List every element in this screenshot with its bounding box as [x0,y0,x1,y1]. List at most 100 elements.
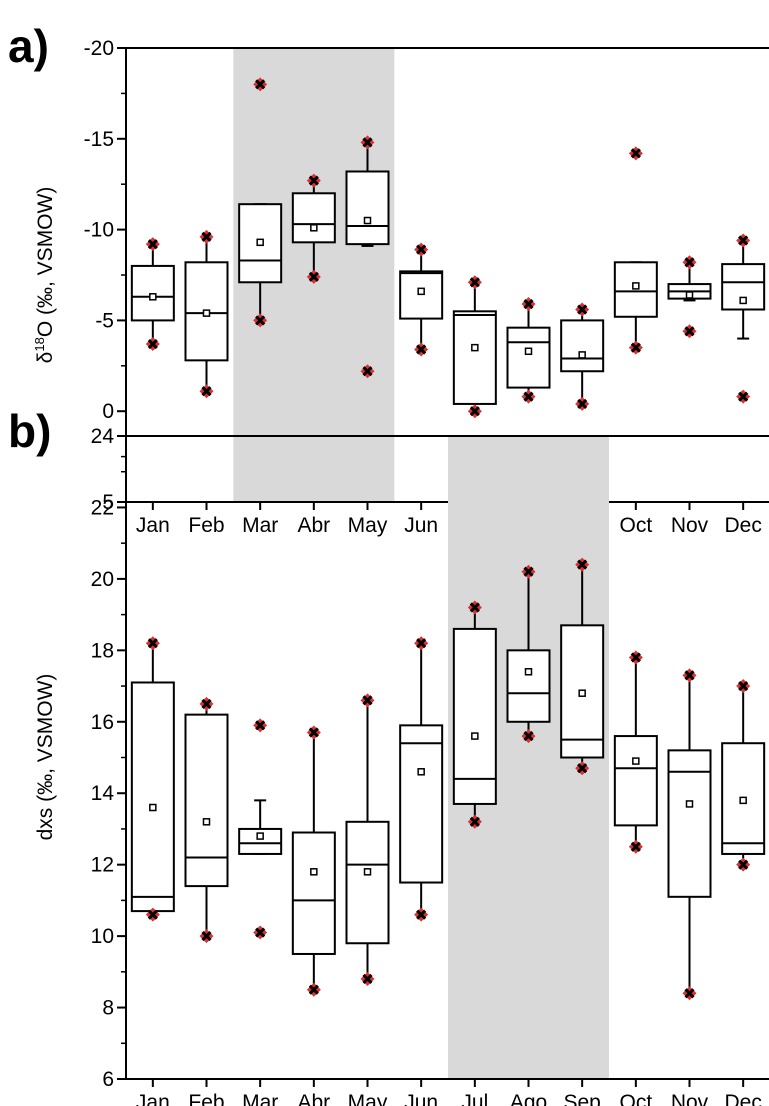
outlier-cross [523,391,534,402]
outlier-cross [147,338,158,350]
box-feb [184,696,229,944]
mean-marker [685,291,694,299]
x-tick-label: Jun [404,1091,438,1106]
outlier-cross [416,638,427,649]
outlier-point [306,173,321,188]
panel-a: 50-5-10-15-20JanFebMarAbrMayJunJulAgoSep… [8,20,769,537]
box-iqr [291,831,336,955]
box-feb [184,229,229,399]
outlier-cross [469,816,480,827]
box-abr [291,725,336,997]
box-abr [291,173,336,284]
x-tick-label: Jul [461,1091,488,1106]
outlier-point [253,718,268,733]
mean-marker [202,818,211,826]
mean-marker [578,689,586,697]
outlier-point [521,564,536,579]
outlier-point [306,982,321,997]
outlier-point [575,302,590,317]
box-iqr [452,310,497,405]
x-tick-label: Feb [188,514,224,537]
outlier-cross [469,277,480,288]
outlier-cross [684,670,695,681]
outlier-point [628,650,643,665]
outlier-point [145,337,160,352]
y-axis-title: δ18O (‰, VSMOW) [32,187,57,364]
box-iqr [130,681,175,913]
outlier-point [521,297,536,312]
mean-marker [256,832,264,840]
x-tick-label: Ago [510,1091,547,1106]
outlier-cross [684,326,695,337]
box-nov [667,255,712,339]
outlier-point [253,313,268,328]
box-nov [667,668,712,1001]
x-tick-label: Nov [671,514,709,537]
outlier-point [736,389,751,404]
x-tick-label: Jan [136,1091,170,1106]
x-tick-label: Feb [188,1091,224,1106]
outlier-cross [684,988,695,999]
outlier-point [575,396,590,411]
y-tick-label: 20 [91,568,114,591]
y-axis-title-symbol: δ [34,352,57,364]
mean-marker [632,282,640,290]
outlier-point [145,636,160,651]
outlier-cross [147,239,158,250]
outlier-cross [738,680,749,692]
outlier-point [199,696,214,711]
outlier-cross [630,841,641,852]
box-mar [238,718,283,940]
outlier-cross [147,909,158,920]
box-sep [560,302,605,411]
outlier-point [467,404,482,419]
x-tick-label: Abr [297,514,330,537]
box-jun [399,636,444,922]
outlier-point [682,986,697,1001]
outlier-cross [577,763,588,774]
y-tick-label: -10 [84,219,114,242]
outlier-cross [308,984,319,995]
outlier-point [306,725,321,740]
box-oct [613,146,658,355]
outlier-point [360,693,375,708]
outlier-cross [684,257,695,268]
box-iqr [506,649,551,723]
outlier-cross [362,366,373,377]
outlier-cross [201,931,212,942]
y-tick-label: 22 [91,496,114,519]
outlier-cross [577,304,588,315]
box-ago [506,297,551,404]
outlier-point [575,557,590,572]
box-iqr [291,192,336,244]
box-may [345,135,390,379]
box-iqr [345,820,390,945]
outlier-cross [577,398,588,409]
box-iqr [399,724,444,884]
y-tick-label: 14 [91,782,115,805]
mean-marker [149,803,157,812]
outlier-point [467,814,482,829]
outlier-cross [738,235,749,246]
outlier-point [467,600,482,615]
box-iqr [560,319,605,373]
y-tick-label: 5 [102,491,114,514]
box-dec [721,233,766,404]
mean-marker [417,287,425,296]
box-oct [613,650,658,854]
outlier-cross [630,652,641,663]
x-tick-label: Dec [724,514,761,537]
box-jul [452,600,497,829]
outlier-point [682,255,697,270]
outlier-cross [738,391,749,402]
box-iqr [560,624,605,759]
outlier-cross [362,695,373,706]
y-tick-label: 10 [91,925,114,948]
outlier-cross [523,731,534,742]
panel-label: a) [8,20,49,72]
outlier-cross [416,909,427,920]
box-iqr [506,326,551,389]
outlier-cross [201,231,212,242]
box-iqr [184,713,229,888]
x-tick-label: Oct [619,514,652,537]
